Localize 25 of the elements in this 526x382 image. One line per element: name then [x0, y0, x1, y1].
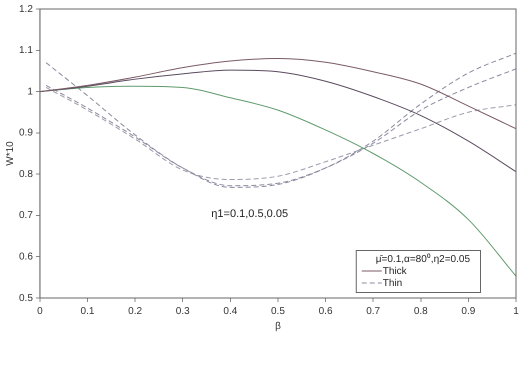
legend-label: Thick — [382, 266, 408, 277]
y-tick-label: 0.8 — [18, 168, 34, 180]
x-tick-label: 0.8 — [414, 306, 428, 317]
legend-label: Thin — [382, 278, 402, 289]
y-tick-label: 0.9 — [18, 128, 34, 139]
x-tick-label: 0.1 — [80, 306, 95, 317]
x-tick-label: 0.9 — [461, 306, 476, 317]
x-tick-label: 0.7 — [366, 306, 381, 317]
x-tick-label: 0 — [37, 306, 44, 317]
y-tick-label: 0.7 — [18, 210, 34, 222]
legend-title: μ̄=0.1,α=80⁰,η2=0.05 — [376, 252, 470, 265]
x-tick-label: 0.6 — [318, 306, 333, 317]
x-tick-label: 0.5 — [271, 306, 286, 317]
y-tick-label: 0.6 — [18, 251, 34, 262]
y-tick-label: 0.5 — [18, 292, 34, 304]
x-tick-label: 1 — [513, 306, 520, 317]
x-tick-label: 0.2 — [128, 306, 143, 317]
y-axis-title: W*10 — [4, 140, 16, 166]
x-tick-label: 0.4 — [223, 306, 238, 317]
y-tick-label: 1.2 — [18, 4, 34, 15]
y-tick-label: 1.1 — [18, 45, 34, 56]
x-tick-label: 0.3 — [176, 306, 190, 317]
annotation: η1=0.1,0.5,0.05 — [211, 208, 288, 220]
y-tick-label: 1 — [27, 86, 34, 98]
x-axis-title: β — [275, 320, 282, 332]
